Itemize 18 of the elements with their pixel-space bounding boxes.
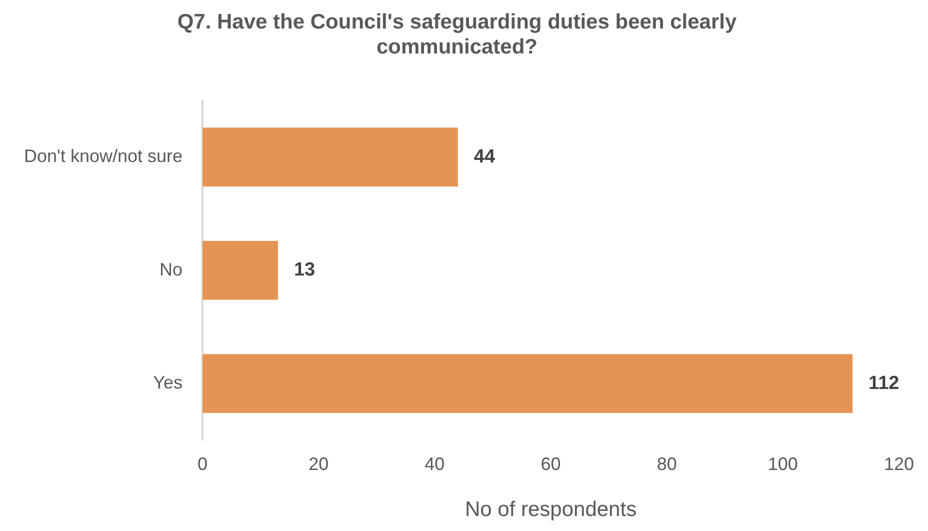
data-label: 44 <box>474 146 496 168</box>
x-tick-label: 60 <box>540 454 561 474</box>
x-axis-title: No of respondents <box>464 498 637 522</box>
x-tick-label: 80 <box>656 454 677 474</box>
bar <box>202 128 458 186</box>
x-tick-label: 20 <box>308 454 329 474</box>
data-label: 112 <box>868 372 900 394</box>
y-tick-label: No <box>160 259 183 280</box>
data-label: 13 <box>294 260 316 281</box>
x-tick-label: 0 <box>198 454 208 474</box>
bar <box>202 354 853 414</box>
x-tick-label: 100 <box>768 454 798 474</box>
x-tick-label: 120 <box>884 454 914 474</box>
y-tick-label: Yes <box>153 372 183 393</box>
bar <box>202 240 278 300</box>
x-tick-label: 40 <box>424 454 445 474</box>
chart-title: Q7. Have the Council's safeguarding duties been clearly communicated? <box>177 10 737 59</box>
y-tick-label: Don't know/not sure <box>24 146 183 166</box>
